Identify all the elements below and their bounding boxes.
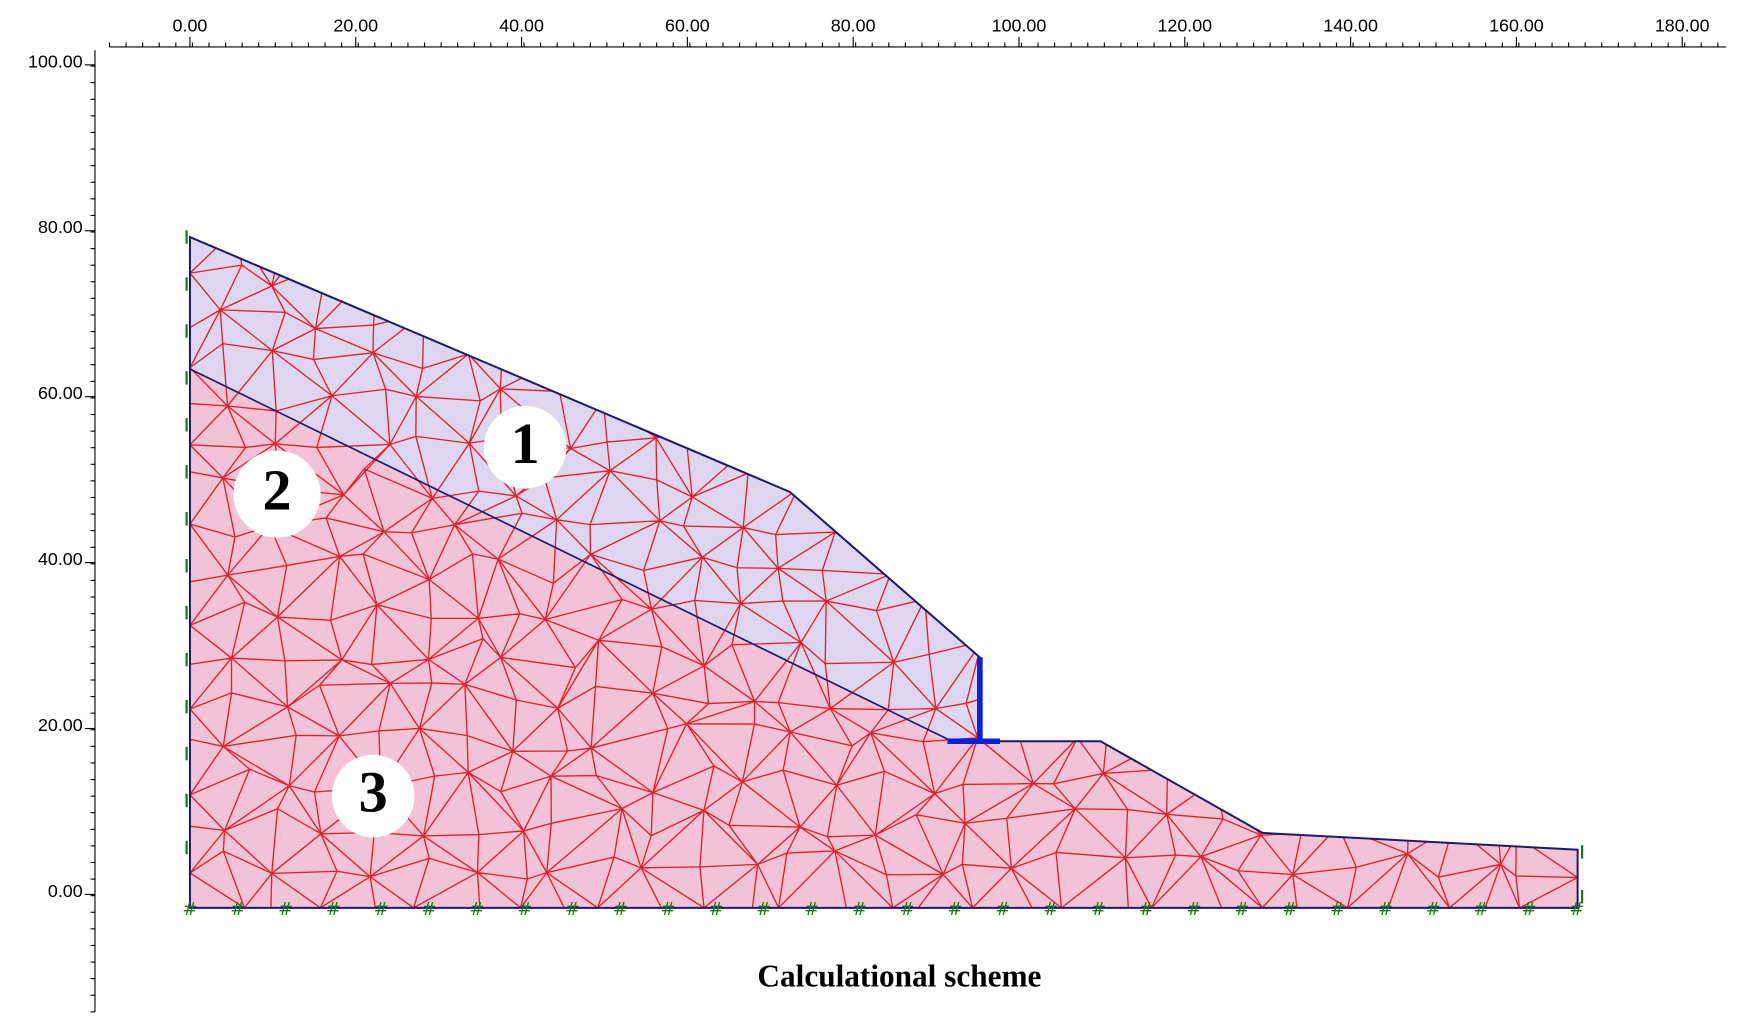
soil-layer-lower [189,368,1578,908]
y-tick-label: 100.00 [28,51,83,71]
x-tick-label: 20.00 [333,16,378,36]
fixity: # [756,899,771,920]
region-label: 3 [359,760,388,825]
fixity: # [182,899,197,920]
x-tick-label: 60.00 [665,16,710,36]
fixities: # # # # # # # # # # # # # # # # # # # # # # # # # # # # # # [182,230,1584,920]
fixity: # [422,899,437,920]
fixity: # [708,899,723,920]
x-tick-label: 80.00 [831,16,876,36]
fixity: # [1378,899,1393,920]
fixity: # [1282,899,1297,920]
fixity: # [661,899,676,920]
fixity: # [1521,899,1536,920]
caption: Calculational scheme [757,959,1041,994]
fixity: # [1139,899,1154,920]
fixity: # [995,899,1010,920]
region-label: 2 [263,458,292,523]
fixity: # [230,899,245,920]
fixity: # [1235,899,1250,920]
region-label: 1 [511,411,540,476]
fixity: # [1330,899,1345,920]
y-tick-label: 40.00 [38,549,83,569]
fixity: # [1426,899,1441,920]
fixity: # [1187,899,1202,920]
y-tick-label: 20.00 [38,715,83,735]
y-tick-label: 0.00 [48,881,83,901]
x-tick-label: 120.00 [1157,16,1212,36]
region-marker: 3 [331,754,415,838]
x-tick-label: 0.00 [173,16,208,36]
fixity: # [565,899,580,920]
soil-layer-upper [189,237,980,742]
fixity: # [517,899,532,920]
fixity: # [1474,899,1489,920]
fixity: # [1043,899,1058,920]
layer-boundary [189,368,953,743]
x-tick-label: 100.00 [992,16,1047,36]
x-tick-label: 40.00 [499,16,544,36]
fixity: # [326,899,341,920]
x-tick-label: 180.00 [1655,16,1710,36]
fixity: # [900,899,915,920]
fixity: # [469,899,484,920]
x-tick-label: 160.00 [1489,16,1544,36]
x-tick-label: 140.00 [1323,16,1378,36]
fixity: # [278,899,293,920]
fixity: # [948,899,963,920]
y-tick-label: 60.00 [38,383,83,403]
fixity: # [804,899,819,920]
region-marker: 1 [483,405,567,489]
geometry-outline [188,235,1579,909]
fixity: # [374,899,389,920]
fixity: # [1569,899,1584,920]
fixity: # [1091,899,1106,920]
fixity: # [613,899,628,920]
region-marker: 2 [233,450,321,538]
fixity: # [852,899,867,920]
y-tick-label: 80.00 [38,217,83,237]
